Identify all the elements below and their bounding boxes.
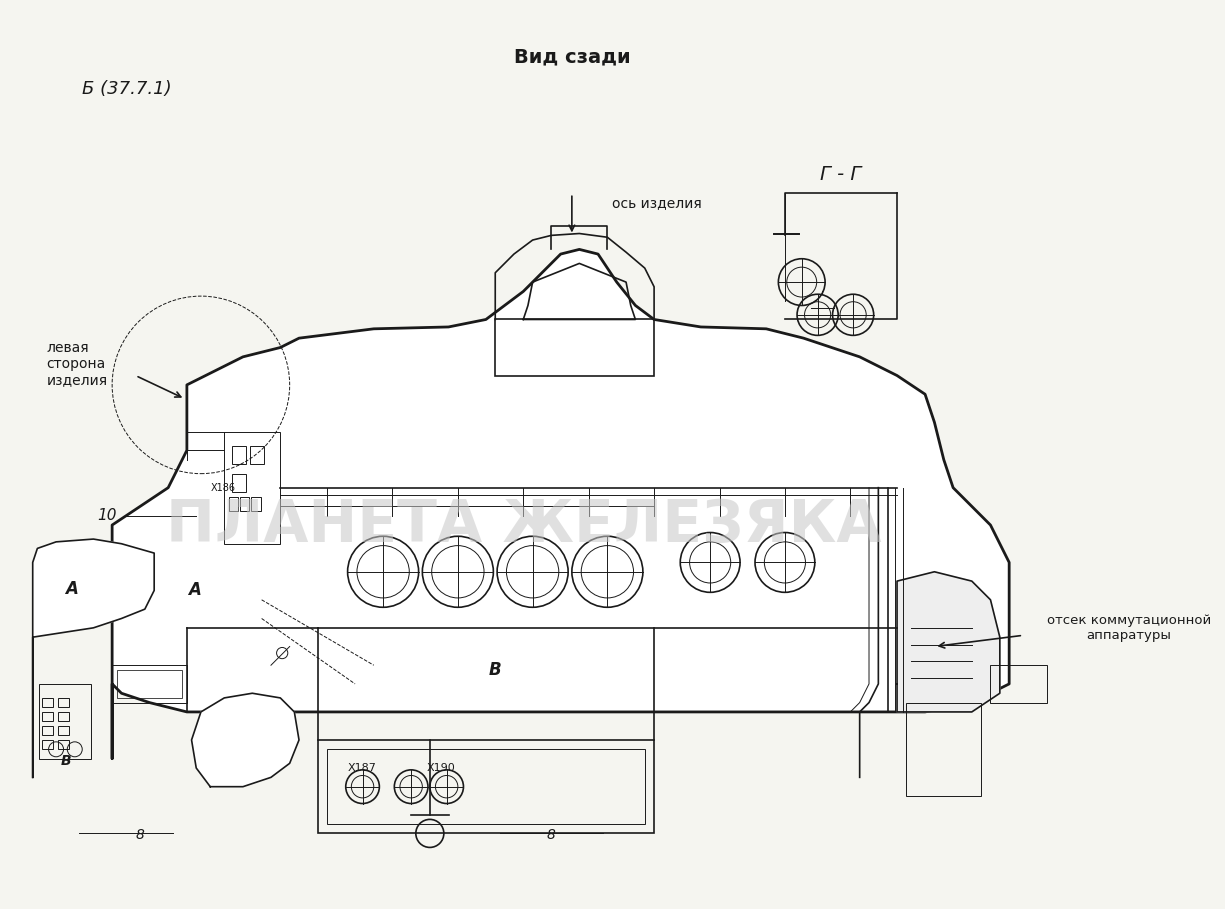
Bar [58, 726, 69, 735]
Text: Вид сзади: Вид сзади [513, 47, 630, 66]
Text: В: В [61, 754, 71, 768]
Text: А: А [187, 582, 201, 599]
Bar [42, 726, 53, 735]
Bar [113, 665, 187, 703]
Text: 8: 8 [136, 828, 145, 843]
Polygon shape [897, 572, 1000, 712]
Bar [58, 712, 69, 721]
Bar [224, 432, 281, 544]
Bar [232, 445, 246, 464]
Bar [327, 749, 644, 824]
Text: левая
сторона
изделия: левая сторона изделия [47, 341, 108, 387]
Polygon shape [113, 249, 1009, 759]
Text: Х186: Х186 [211, 483, 235, 493]
Bar [495, 319, 654, 375]
Bar [906, 703, 981, 796]
Text: Г - Г: Г - Г [821, 165, 861, 185]
Bar [251, 497, 261, 511]
Polygon shape [191, 694, 299, 786]
Bar [317, 740, 654, 834]
Text: Б (37.7.1): Б (37.7.1) [82, 80, 172, 98]
Text: В: В [489, 661, 501, 679]
Bar [42, 712, 53, 721]
Bar [232, 474, 246, 493]
Bar [229, 497, 239, 511]
Bar [240, 497, 250, 511]
Text: ПЛАНЕТА ЖЕЛЕЗЯКА: ПЛАНЕТА ЖЕЛЕЗЯКА [165, 496, 881, 554]
Bar [58, 698, 69, 707]
Text: отсек коммутационной
аппаратуры: отсек коммутационной аппаратуры [1046, 614, 1210, 642]
Text: 8: 8 [546, 828, 556, 843]
Text: ось изделия: ось изделия [612, 195, 702, 210]
Bar [39, 684, 91, 759]
Bar [116, 670, 183, 698]
Text: Х190: Х190 [426, 763, 456, 773]
Polygon shape [33, 539, 154, 777]
Bar [58, 740, 69, 749]
Text: Х187: Х187 [348, 763, 377, 773]
Bar [42, 740, 53, 749]
Text: 10: 10 [98, 508, 118, 524]
Text: А: А [65, 580, 77, 597]
Bar [991, 665, 1046, 703]
Bar [42, 698, 53, 707]
Bar [250, 445, 265, 464]
